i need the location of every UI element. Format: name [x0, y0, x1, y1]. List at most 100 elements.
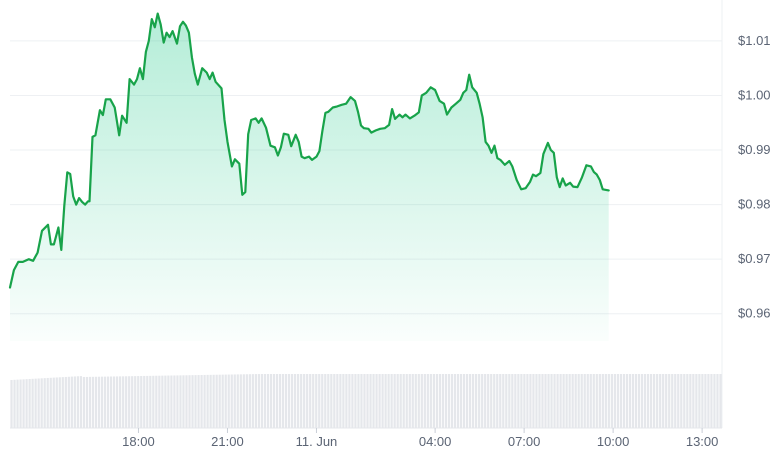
x-tick-label: 07:00 — [508, 434, 541, 449]
volume-bar — [438, 374, 442, 428]
volume-bar — [586, 374, 589, 428]
volume-bar — [414, 374, 417, 428]
x-tick-label: 11. Jun — [296, 434, 338, 449]
volume-bar — [46, 377, 49, 428]
volume-bar — [128, 376, 131, 428]
volume-bar — [103, 376, 107, 428]
volume-bar — [275, 374, 279, 428]
volume-bar — [194, 375, 197, 428]
volume-bar — [444, 374, 448, 428]
volume-bar — [330, 374, 333, 428]
x-axis-ticks: 18:00 21:00 11. Jun 04:00 07:00 10:00 13:00 — [122, 428, 718, 449]
volume-bar — [206, 374, 209, 428]
volume-bar — [158, 375, 161, 428]
volume-bar — [653, 374, 656, 428]
volume-bar — [580, 374, 583, 428]
volume-bar — [248, 374, 251, 428]
y-tick-label: $0.98 — [738, 197, 771, 212]
volume-bar — [324, 374, 327, 428]
volume-bar — [342, 374, 345, 428]
volume-bar — [511, 374, 514, 428]
volume-bar — [701, 374, 704, 428]
volume-bar — [224, 374, 227, 428]
volume-bar — [263, 374, 267, 428]
volume-bar — [402, 374, 405, 428]
volume-bar — [134, 376, 137, 428]
volume-bar — [475, 374, 478, 428]
volume-bar — [505, 374, 508, 428]
volume-bar — [432, 374, 435, 428]
volume-bar — [478, 374, 481, 428]
volume-bar — [680, 374, 683, 428]
volume-bar — [622, 374, 626, 428]
volume-bar — [173, 375, 176, 428]
volume-bar — [372, 374, 375, 428]
y-tick-label: $0.96 — [738, 306, 771, 321]
volume-bar — [698, 374, 701, 428]
volume-bar — [182, 375, 185, 428]
volume-bar — [459, 374, 463, 428]
volume-bar — [447, 374, 451, 428]
volume-bar — [161, 375, 164, 428]
volume-bar — [55, 377, 58, 428]
volume-bar — [357, 374, 360, 428]
volume-bar — [517, 374, 520, 428]
volume-bar — [396, 374, 399, 428]
volume-bar — [529, 374, 532, 428]
volume-bar — [637, 374, 641, 428]
volume-bar — [665, 374, 668, 428]
volume-bar — [100, 376, 104, 428]
volume-bar — [387, 374, 390, 428]
volume-bar — [598, 374, 601, 428]
volume-bar — [251, 374, 254, 428]
x-tick-label: 10:00 — [597, 434, 630, 449]
volume-bar — [152, 375, 155, 428]
y-tick-label: $0.99 — [738, 142, 771, 157]
volume-bar — [293, 374, 297, 428]
volume-bar — [643, 374, 647, 428]
volume-bar — [348, 374, 351, 428]
volume-bar — [230, 374, 233, 428]
volume-bar — [668, 374, 671, 428]
volume-bar — [450, 374, 454, 428]
volume-bar — [496, 374, 499, 428]
volume-bar — [674, 374, 677, 428]
volume-bar — [604, 374, 607, 428]
volume-bar — [390, 374, 393, 428]
volume-bar — [272, 374, 276, 428]
volume-bar — [411, 374, 414, 428]
price-line-layer — [8, 12, 610, 289]
volume-bar — [628, 374, 632, 428]
volume-bar — [616, 374, 620, 428]
y-tick-label: $0.97 — [738, 251, 771, 266]
volume-bar — [227, 374, 230, 428]
volume-bar — [677, 374, 680, 428]
volume-bar — [553, 374, 556, 428]
volume-bar — [176, 375, 179, 428]
volume-bar — [61, 377, 64, 428]
volume-bar — [239, 374, 242, 428]
volume-bar — [523, 374, 526, 428]
volume-bar — [351, 374, 354, 428]
volume-bar — [215, 374, 218, 428]
volume-bar — [544, 374, 547, 428]
volume-bar — [236, 374, 239, 428]
volume-bar — [366, 374, 369, 428]
volume-bar — [179, 375, 182, 428]
volume-bar — [28, 378, 31, 428]
volume-bar — [462, 374, 466, 428]
volume-bar — [453, 374, 457, 428]
volume-bar — [571, 374, 574, 428]
volume-bar — [284, 374, 288, 428]
x-tick-label: 13:00 — [686, 434, 719, 449]
volume-bar — [550, 374, 553, 428]
volume-bar — [499, 374, 502, 428]
volume-bar — [185, 375, 188, 428]
volume-bar — [339, 374, 342, 428]
volume-bar — [538, 374, 541, 428]
volume-bar — [266, 374, 270, 428]
volume-bar — [312, 374, 315, 428]
volume-bar — [49, 377, 52, 428]
x-tick-label: 04:00 — [419, 434, 452, 449]
